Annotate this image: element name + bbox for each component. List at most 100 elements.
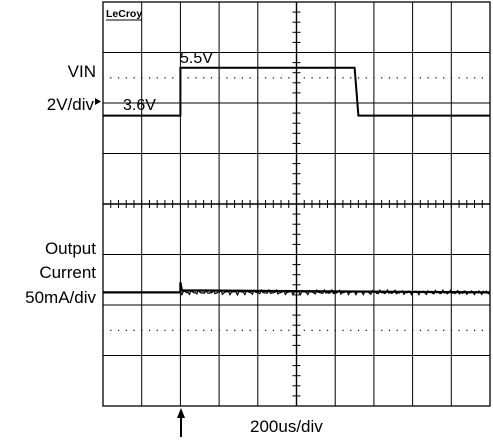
grid-dot [489,329,491,331]
grid-dot [117,77,120,79]
grid-dot [156,329,158,331]
grid-dot [381,77,383,79]
trigger-arrow-icon [177,408,185,437]
grid-dot [296,77,298,79]
grid-dot [373,77,375,79]
grid-dot [110,329,112,331]
grid-dot [412,329,414,331]
grid-dot [148,329,151,331]
grid-dot [133,77,135,79]
grid-dot [241,329,244,331]
grid-dot [381,329,383,331]
grid-dot [435,329,437,331]
grid-dot [195,329,197,331]
grid-dot [125,77,127,79]
grid-dot [141,77,143,79]
grid-dot [117,329,120,331]
grid-dot [466,77,468,79]
grid-dot [249,77,251,79]
grid-dot [303,329,305,331]
grid-dot [404,77,406,79]
grid-dot [234,77,236,79]
grid-dot [373,329,375,331]
grid-dot [187,77,189,79]
grid-dot [288,77,290,79]
grid-dot [365,329,367,331]
grid-dot [187,329,189,331]
grid-dot [234,329,236,331]
grid-dot [450,77,452,79]
current-scale-label: 50mA/div [25,288,96,307]
grid-dot [450,329,452,331]
grid-dot [265,329,267,331]
brand-logo: LeCroy [106,8,142,20]
grid-dot [226,329,228,331]
grid-dot [458,329,460,331]
grid-dot [311,329,313,331]
grid-dot [156,77,158,79]
grid-dot [443,77,445,79]
grid-dot [203,329,205,331]
grid-dot [481,329,483,331]
vin-high-annotation: 5.5V [180,50,213,67]
grid-dot [334,329,336,331]
grid-dot [443,329,445,331]
grid-dot [357,329,360,331]
grid-dot [226,77,228,79]
current-label-line1: Output [45,239,96,258]
grid-dot [350,77,352,79]
current-label-line2: Current [39,263,96,282]
grid-dot [419,329,422,331]
grid-dot [326,329,329,331]
grid-dot [164,329,166,331]
grid-dot [133,329,135,331]
grid-dot [458,77,460,79]
grid-dot [249,329,251,331]
grid-dot [365,77,367,79]
grid-dot [272,329,274,331]
grid-dot [303,77,305,79]
grid-dot [296,329,298,331]
grid-dot [172,329,174,331]
grid-dot [481,77,483,79]
grid-dot [110,77,112,79]
grid-dot [265,77,267,79]
time-scale-label: 200us/div [250,417,323,436]
grid-dot [388,329,391,331]
vin-trace [103,66,490,117]
grid-dot [141,329,143,331]
grid-dot [125,329,127,331]
grid-dot [203,77,205,79]
grid-dot [218,77,220,79]
grid-dot [195,77,197,79]
grid-dot [474,329,476,331]
grid-dot [288,329,290,331]
vin-ground-marker [95,98,101,105]
grid-dot [427,77,429,79]
grid-dot [241,77,244,79]
grid-dot [396,329,398,331]
grid-dot [218,329,220,331]
grid-dot [334,77,336,79]
grid-dot [148,77,151,79]
vin-scale-label: 2V/div [47,95,95,114]
grid-dot [319,329,321,331]
grid-dot [388,77,391,79]
grid-dot [435,77,437,79]
graticule [102,1,491,407]
grid-dot [210,77,213,79]
grid-dot [342,329,344,331]
vin-low-annotation: 3.6V [123,97,156,114]
grid-dot [489,77,491,79]
grid-dot [311,77,313,79]
grid-dot [172,77,174,79]
grid-dot [466,329,468,331]
grid-dot [210,329,213,331]
grid-dot [164,77,166,79]
grid-dot [419,77,422,79]
grid-dot [326,77,329,79]
vin-channel-label: VIN [68,62,96,81]
grid-dot [280,329,282,331]
grid-dot [179,329,182,331]
